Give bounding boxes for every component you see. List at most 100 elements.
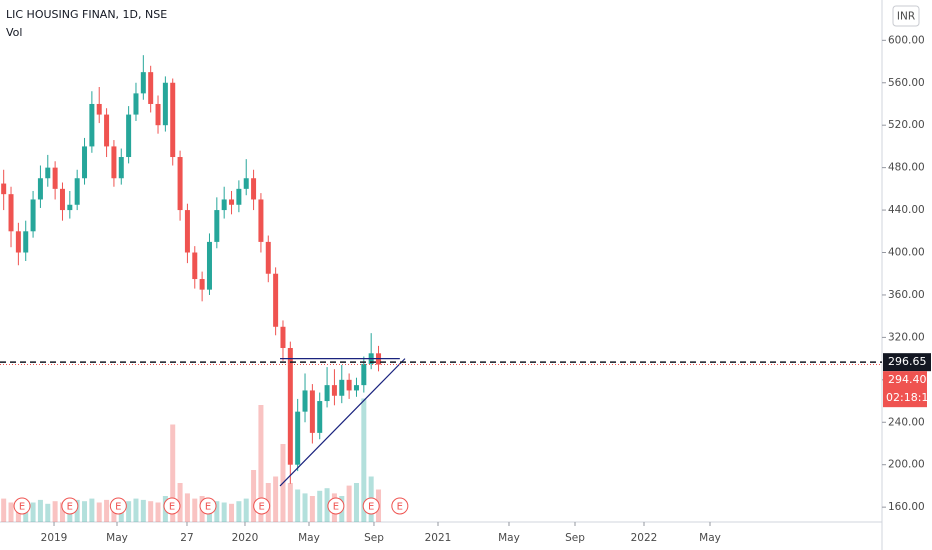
volume-bar [30,502,36,522]
x-tick-label: Sep [565,532,585,544]
y-tick-label: 320.00 [888,331,925,343]
earnings-label: E [169,502,175,513]
y-tick-label: 400.00 [888,247,925,259]
candle-body [111,146,117,179]
candle-body [8,194,14,232]
candle-body [229,199,235,205]
volume-bar [89,498,95,522]
candle-body [67,204,73,211]
volume-bar [82,501,88,522]
volume-bar [346,485,352,522]
candle-body [30,199,36,232]
volume-bar [177,483,183,522]
level-tag-label: 296.65 [888,355,927,368]
volume-bar [52,501,58,522]
trendline [279,358,406,487]
candle-body [243,178,249,189]
volume-bar [287,483,293,522]
candle-body [258,199,264,242]
candle-body [155,103,161,126]
candle-body [96,103,102,115]
volume-bar [37,499,43,522]
candle-body [361,363,367,386]
earnings-marker[interactable] [362,497,380,515]
candle-body [133,93,139,115]
x-tick-label: May [106,532,128,544]
volume-bar [214,501,220,522]
currency-box[interactable] [892,5,920,27]
candle-body [317,401,323,433]
earnings-marker[interactable] [163,497,181,515]
candle-body [206,241,212,290]
x-tick-label: May [498,532,520,544]
candle-body [74,178,80,205]
volume-bar [353,483,359,522]
volume-bar [184,493,190,522]
earnings-marker[interactable] [253,497,271,515]
volume-label: Vol [6,26,22,39]
candle-body [59,188,65,211]
candle-body [324,385,330,402]
candle-body [280,326,286,348]
y-tick-label: 600.00 [888,34,925,46]
volume-bar [251,470,257,522]
currency[interactable]: INR [897,11,915,23]
volume-bar [324,488,330,522]
volume-bar [302,493,308,522]
volume-bar [236,501,242,522]
candle-body [273,273,279,327]
volume-bar [317,490,323,522]
candle-body [148,72,154,104]
candle-body [331,385,337,396]
chart-title: LIC HOUSING FINAN, 1D, NSE [6,8,167,21]
volume-bar [221,502,227,522]
candle-body [126,114,132,158]
earnings-marker[interactable] [391,497,409,515]
candle-body [221,199,227,211]
x-tick-label: 27 [180,532,193,544]
volume-bar [155,502,161,522]
volume-bar [258,405,264,522]
volume-bar [170,424,176,522]
candle-body [339,379,345,396]
last-price-tag-label: 294.40 [888,373,927,386]
candle-body [23,231,29,253]
countdown: 02:18:11 [886,391,932,404]
candle-body [104,114,110,147]
candle-body [236,188,242,205]
volume-bar [295,489,301,522]
candle-body [353,385,359,391]
volume-bar [1,498,7,522]
candle-body [89,103,95,147]
earnings-label: E [397,502,403,513]
x-tick-label: May [298,532,320,544]
y-tick-label: 240.00 [888,416,925,428]
volume-bar [104,499,110,522]
candle-body [184,210,190,253]
candle-body [15,231,21,253]
candle-body [309,390,315,433]
volume-bar [74,499,80,522]
earnings-marker[interactable] [199,497,217,515]
volume-bar [96,502,102,522]
x-tick-label: 2019 [41,532,68,544]
earnings-marker[interactable] [13,497,31,515]
volume-bar [59,502,65,522]
level-tag [883,353,931,372]
x-tick-label: 2022 [631,532,658,544]
x-tick-label: Sep [364,532,384,544]
earnings-marker[interactable] [61,497,79,515]
earnings-marker[interactable] [327,497,345,515]
y-tick-label: 200.00 [888,459,925,471]
y-tick-label: 440.00 [888,204,925,216]
earnings-marker[interactable] [109,497,127,515]
candle-body [251,178,257,200]
earnings-label: E [258,502,264,513]
earnings-label: E [67,502,73,513]
volume-bar [126,501,132,522]
candle-body [45,167,51,179]
x-tick-label: May [699,532,721,544]
candle-body [177,157,183,211]
candle-body [37,178,43,200]
